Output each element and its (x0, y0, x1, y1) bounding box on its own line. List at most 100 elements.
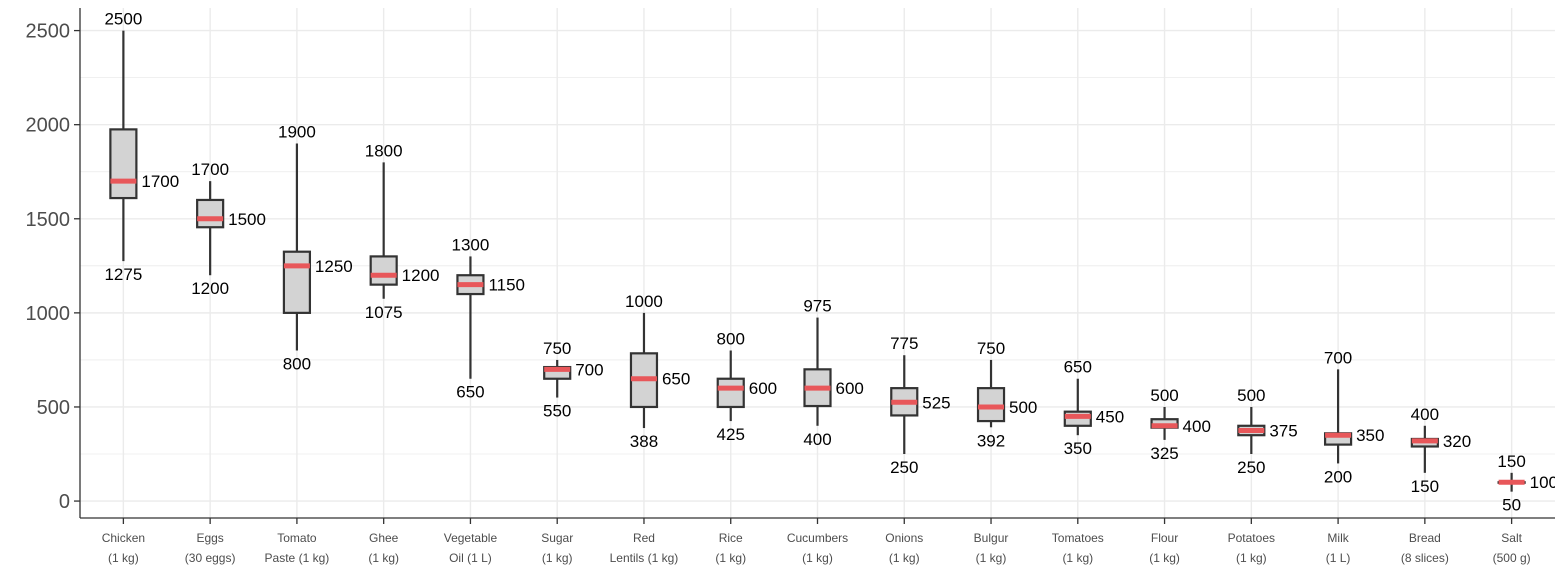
label-max: 1300 (452, 235, 490, 254)
label-min: 350 (1064, 439, 1092, 458)
label-min: 388 (630, 432, 658, 451)
x-tick-label-line2: (8 slices) (1401, 551, 1449, 565)
x-tick-label-line2: (500 g) (1493, 551, 1531, 565)
label-max: 800 (717, 330, 745, 349)
x-tick-label-line2: (1 kg) (1236, 551, 1267, 565)
label-max: 2500 (104, 10, 142, 29)
label-min: 150 (1411, 477, 1439, 496)
label-max: 400 (1411, 405, 1439, 424)
label-median: 1200 (402, 266, 440, 285)
y-tick-label: 1500 (26, 209, 71, 231)
x-tick-label-line1: Tomatoes (1052, 531, 1104, 545)
x-tick-label-line1: Onions (885, 531, 923, 545)
label-max: 650 (1064, 358, 1092, 377)
label-min: 200 (1324, 467, 1352, 486)
y-tick-label: 500 (37, 397, 70, 419)
label-median: 700 (575, 360, 603, 379)
label-median: 100 (1530, 473, 1555, 492)
x-tick-label-line1: Milk (1327, 531, 1349, 545)
label-min: 325 (1150, 444, 1178, 463)
label-max: 1900 (278, 122, 316, 141)
label-min: 1200 (191, 279, 229, 298)
label-max: 500 (1237, 386, 1265, 405)
x-tick-label-line2: Oil (1 L) (449, 551, 492, 565)
label-max: 500 (1150, 386, 1178, 405)
label-min: 650 (456, 383, 484, 402)
label-max: 700 (1324, 348, 1352, 367)
label-median: 600 (836, 379, 864, 398)
label-max: 750 (977, 339, 1005, 358)
x-tick-label-line2: (1 kg) (715, 551, 746, 565)
label-median: 1500 (228, 210, 266, 229)
label-max: 750 (543, 339, 571, 358)
x-tick-label-line1: Bread (1409, 531, 1441, 545)
box-iqr (196, 198, 225, 229)
label-min: 550 (543, 402, 571, 421)
label-median: 1150 (488, 276, 525, 295)
x-tick-label-line1: Bulgur (974, 531, 1009, 545)
x-tick-label-line1: Chicken (102, 531, 145, 545)
x-tick-label-line1: Flour (1151, 531, 1178, 545)
x-tick-label-line2: (1 kg) (802, 551, 833, 565)
y-tick-label: 0 (59, 491, 70, 513)
box-iqr (109, 128, 138, 200)
x-tick-label-line1: Salt (1501, 531, 1522, 545)
label-max: 775 (890, 334, 918, 353)
data-labels: 2500 1275 1700 1700 1200 1500 1900 800 1250 1800 1… (104, 10, 1555, 515)
label-min: 392 (977, 431, 1005, 450)
x-tick-label-line1: Tomato (277, 531, 317, 545)
label-median: 500 (1009, 398, 1037, 417)
x-tick-label-line2: (1 kg) (976, 551, 1007, 565)
label-min: 1275 (104, 265, 142, 284)
x-tick-label-line2: (1 kg) (889, 551, 920, 565)
box-iqr (369, 255, 398, 286)
x-tick-label-line2: (1 kg) (1062, 551, 1093, 565)
label-median: 350 (1356, 426, 1384, 445)
x-tick-label-line1: Red (633, 531, 655, 545)
label-min: 400 (803, 430, 831, 449)
x-tick-label-line1: Vegetable (444, 531, 498, 545)
label-min: 250 (1237, 458, 1265, 477)
x-tick-label-line1: Ghee (369, 531, 399, 545)
x-tick-label-line1: Rice (719, 531, 743, 545)
x-tick-label-line2: (1 L) (1326, 551, 1351, 565)
label-min: 50 (1502, 496, 1521, 515)
x-tick-label-line2: Paste (1 kg) (265, 551, 330, 565)
label-median: 450 (1096, 407, 1124, 426)
label-max: 1000 (625, 292, 663, 311)
label-median: 375 (1269, 421, 1297, 440)
label-median: 650 (662, 370, 690, 389)
label-max: 150 (1497, 452, 1525, 471)
label-max: 1800 (365, 141, 403, 160)
label-max: 1700 (191, 160, 229, 179)
x-tick-label-line1: Potatoes (1228, 531, 1275, 545)
label-min: 250 (890, 458, 918, 477)
x-tick-label-line1: Eggs (196, 531, 223, 545)
label-median: 1250 (315, 257, 353, 276)
axes: 0 500 1000 1500 2000 2500 Chicken (1 kg) Eggs (30… (26, 8, 1555, 565)
x-tick-label-line2: (1 kg) (1149, 551, 1180, 565)
label-min: 800 (283, 355, 311, 374)
label-median: 600 (749, 379, 777, 398)
x-tick-label-line2: (1 kg) (368, 551, 399, 565)
label-min: 1075 (365, 303, 403, 322)
x-tick-label-line1: Cucumbers (787, 531, 848, 545)
x-tick-label-line2: (1 kg) (542, 551, 573, 565)
label-median: 320 (1443, 432, 1471, 451)
y-tick-label: 2000 (26, 115, 71, 137)
box-iqr (282, 250, 312, 314)
label-min: 425 (717, 425, 745, 444)
box-iqr (716, 377, 745, 409)
boxes (109, 30, 1526, 492)
x-tick-label-line2: (1 kg) (108, 551, 139, 565)
label-median: 1700 (141, 172, 179, 191)
y-tick-label: 1000 (26, 303, 71, 325)
label-median: 525 (922, 393, 950, 412)
x-tick-label-line2: Lentils (1 kg) (610, 551, 679, 565)
x-tick-label-line2: (30 eggs) (185, 551, 236, 565)
y-tick-label: 2500 (26, 21, 71, 43)
x-tick-label-line1: Sugar (541, 531, 573, 545)
label-max: 975 (803, 297, 831, 316)
label-median: 400 (1183, 417, 1211, 436)
